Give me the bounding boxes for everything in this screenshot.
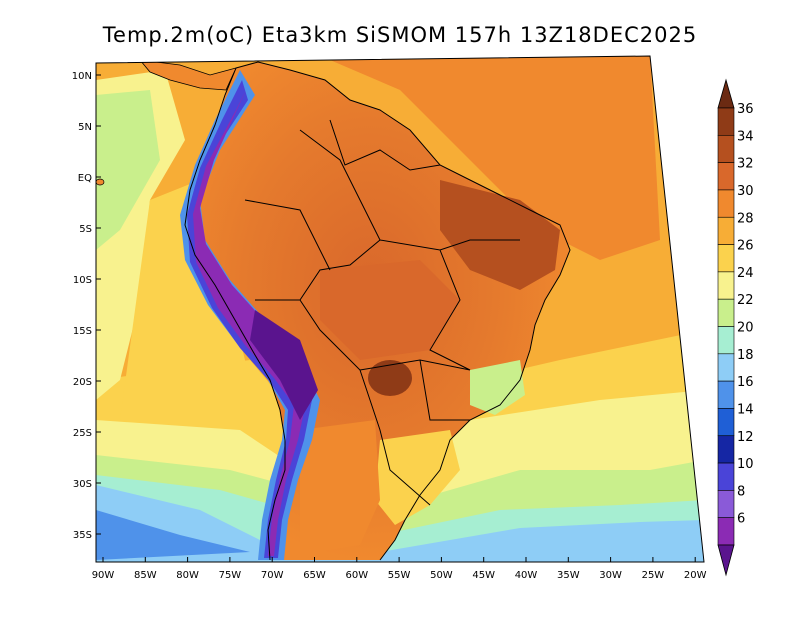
- colorbar-label: 26: [737, 239, 754, 254]
- colorbar-label: 14: [737, 402, 754, 417]
- pantanal-hot-spot: [368, 360, 412, 396]
- colorbar: 36 34 32 30 28 26 24 22 20 18 16 14 12 10 8 6: [717, 78, 754, 577]
- lon-tick-label: 75W: [219, 570, 242, 581]
- ocean-south-18: [96, 485, 704, 562]
- west-coastline: [184, 67, 286, 561]
- colorbar-label: 30: [737, 184, 754, 199]
- lon-tick-label: 65W: [303, 570, 326, 581]
- state-borders-1: [359, 239, 520, 421]
- lon-tick-label: 35W: [557, 570, 580, 581]
- lat-tick-label: 25S: [73, 428, 92, 439]
- map-frame: [95, 55, 705, 563]
- lat-tick-label: 5S: [79, 224, 92, 235]
- lat-tick-label: 15S: [73, 326, 92, 337]
- lon-tick-label: 25W: [642, 570, 665, 581]
- central-america-land: [139, 59, 237, 91]
- colorbar-band: [717, 353, 735, 382]
- colorbar-band: [717, 216, 735, 245]
- colorbar-band: [717, 298, 735, 327]
- country-borders: [184, 61, 571, 561]
- colorbar-label: 6: [737, 512, 745, 527]
- lon-tick-label: 85W: [134, 570, 157, 581]
- colorbar-band: [717, 189, 735, 218]
- brazil-border: [299, 129, 431, 506]
- lat-tick-label: EQ: [78, 173, 92, 184]
- colorbar-band: [717, 490, 735, 518]
- colorbar-label: 28: [737, 211, 754, 226]
- lon-axis: 90W 85W 80W 75W 70W 65W 60W 55W 50W 45W 40W 35W 30W 2…: [92, 557, 707, 581]
- altiplano-cold: [250, 310, 318, 420]
- coastline: [235, 61, 571, 561]
- colorbar-band: [717, 517, 735, 546]
- lon-tick-label: 70W: [261, 570, 284, 581]
- lat-tick-label: 35S: [73, 530, 92, 541]
- state-borders-2: [244, 119, 441, 301]
- ocean-north-warm: [330, 56, 660, 260]
- colorbar-label: 20: [737, 321, 754, 336]
- galapagos-islands: [96, 178, 105, 186]
- colorbar-label: 12: [737, 430, 754, 445]
- colorbar-label: 34: [737, 129, 754, 144]
- map-title: Temp.2m(oC) Eta3km SiSMOM 157h 13Z18DEC2…: [102, 23, 697, 47]
- lon-tick-label: 40W: [515, 570, 538, 581]
- colorbar-label: 24: [737, 266, 754, 281]
- colorbar-top-arrow: [717, 78, 735, 109]
- map-plot-area: [96, 56, 704, 562]
- lat-tick-label: 20S: [73, 377, 92, 388]
- colorbar-label: 10: [737, 457, 754, 472]
- lat-tick-label: 5N: [78, 122, 92, 133]
- colorbar-label: 16: [737, 375, 754, 390]
- colorbar-band: [717, 435, 735, 464]
- colorbar-band: [717, 408, 735, 437]
- pacific-mid-26: [120, 180, 250, 420]
- lat-tick-label: 30S: [73, 479, 92, 490]
- colorbar-band: [717, 244, 735, 273]
- lon-tick-label: 45W: [472, 570, 495, 581]
- lat-axis: 10N 5N EQ 5S 10S 15S 20S 25S 30S 35S: [72, 71, 101, 541]
- lon-tick-label: 90W: [92, 570, 115, 581]
- central-warm-zone: [320, 260, 460, 360]
- lat-tick-label: 10S: [73, 275, 92, 286]
- colorbar-band: [717, 107, 735, 136]
- lon-tick-label: 20W: [684, 570, 707, 581]
- argentina-warm: [300, 420, 380, 555]
- colorbar-label: 36: [737, 102, 754, 117]
- andes-range-core: [193, 90, 306, 556]
- northeast-hot-zone: [440, 180, 560, 290]
- colorbar-label: 18: [737, 348, 754, 363]
- colorbar-label: 22: [737, 293, 754, 308]
- colorbar-band: [717, 135, 735, 163]
- colorbar-band: [717, 162, 735, 191]
- pacific-west-22: [96, 90, 160, 250]
- colorbar-band: [717, 271, 735, 300]
- lon-tick-label: 80W: [176, 570, 199, 581]
- ocean-south-16: [96, 510, 250, 560]
- colorbar-label: 32: [737, 157, 754, 172]
- colorbar-band: [717, 326, 735, 355]
- colorbar-band: [717, 462, 735, 491]
- southeast-brazil-cool: [470, 360, 525, 415]
- lat-tick-label: 10N: [72, 71, 92, 82]
- colorbar-band: [717, 380, 735, 409]
- lon-tick-label: 55W: [388, 570, 411, 581]
- colorbar-bottom-arrow: [717, 544, 735, 577]
- lon-tick-label: 30W: [599, 570, 622, 581]
- lon-tick-label: 50W: [430, 570, 453, 581]
- lon-tick-label: 60W: [345, 570, 368, 581]
- colorbar-label: 8: [737, 484, 745, 499]
- south-brazil-cool: [375, 430, 460, 525]
